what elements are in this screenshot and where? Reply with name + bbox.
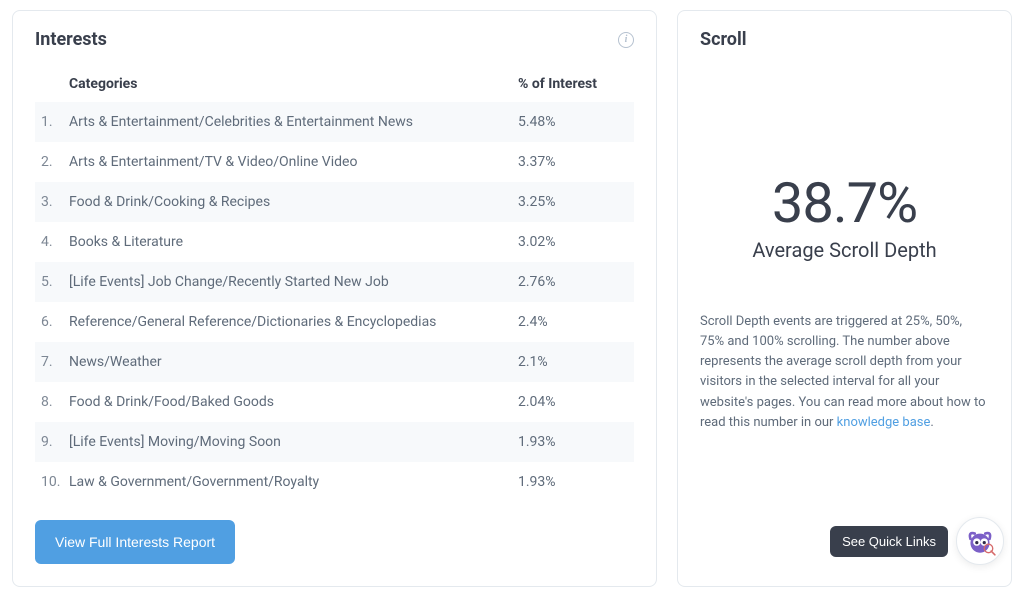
table-row: 3.Food & Drink/Cooking & Recipes3.25% bbox=[35, 182, 634, 222]
table-row: 1.Arts & Entertainment/Celebrities & Ent… bbox=[35, 102, 634, 142]
floating-controls: See Quick Links bbox=[830, 517, 1004, 565]
row-rank: 9. bbox=[41, 434, 69, 450]
see-quick-links-button[interactable]: See Quick Links bbox=[830, 526, 948, 557]
interests-table-body: 1.Arts & Entertainment/Celebrities & Ent… bbox=[35, 102, 634, 502]
interests-table-header: Categories % of Interest bbox=[35, 68, 634, 102]
table-row: 6.Reference/General Reference/Dictionari… bbox=[35, 302, 634, 342]
scroll-metric: 38.7% Average Scroll Depth bbox=[700, 170, 989, 262]
row-pct: 1.93% bbox=[518, 474, 628, 490]
table-row: 8.Food & Drink/Food/Baked Goods2.04% bbox=[35, 382, 634, 422]
mascot-icon bbox=[963, 524, 997, 558]
row-pct: 3.02% bbox=[518, 234, 628, 250]
info-icon[interactable]: i bbox=[618, 32, 634, 48]
row-pct: 2.1% bbox=[518, 354, 628, 370]
knowledge-base-link[interactable]: knowledge base bbox=[837, 415, 931, 430]
scroll-value: 38.7% bbox=[700, 170, 989, 236]
scroll-title: Scroll bbox=[700, 29, 746, 50]
table-row: 9.[Life Events] Moving/Moving Soon1.93% bbox=[35, 422, 634, 462]
row-rank: 10. bbox=[41, 474, 69, 490]
row-category: Food & Drink/Cooking & Recipes bbox=[69, 194, 518, 210]
view-full-report-button[interactable]: View Full Interests Report bbox=[35, 520, 235, 564]
row-pct: 1.93% bbox=[518, 434, 628, 450]
interests-header: Interests i bbox=[35, 29, 634, 50]
row-rank: 7. bbox=[41, 354, 69, 370]
interests-title: Interests bbox=[35, 29, 107, 50]
row-rank: 8. bbox=[41, 394, 69, 410]
row-rank: 1. bbox=[41, 114, 69, 130]
row-rank: 2. bbox=[41, 154, 69, 170]
row-category: Books & Literature bbox=[69, 234, 518, 250]
row-category: [Life Events] Moving/Moving Soon bbox=[69, 434, 518, 450]
row-category: Law & Government/Government/Royalty bbox=[69, 474, 518, 490]
col-header-pct: % of Interest bbox=[518, 76, 628, 92]
table-row: 10.Law & Government/Government/Royalty1.… bbox=[35, 462, 634, 502]
row-category: Reference/General Reference/Dictionaries… bbox=[69, 314, 518, 330]
row-pct: 5.48% bbox=[518, 114, 628, 130]
mascot-launcher[interactable] bbox=[956, 517, 1004, 565]
row-pct: 2.04% bbox=[518, 394, 628, 410]
row-pct: 3.37% bbox=[518, 154, 628, 170]
row-rank: 4. bbox=[41, 234, 69, 250]
row-pct: 3.25% bbox=[518, 194, 628, 210]
scroll-label: Average Scroll Depth bbox=[700, 238, 989, 262]
table-row: 2.Arts & Entertainment/TV & Video/Online… bbox=[35, 142, 634, 182]
interests-card: Interests i Categories % of Interest 1.A… bbox=[12, 10, 657, 587]
row-pct: 2.4% bbox=[518, 314, 628, 330]
row-category: [Life Events] Job Change/Recently Starte… bbox=[69, 274, 518, 290]
table-row: 7.News/Weather2.1% bbox=[35, 342, 634, 382]
table-row: 4.Books & Literature3.02% bbox=[35, 222, 634, 262]
scroll-desc-pre: Scroll Depth events are triggered at 25%… bbox=[700, 314, 986, 430]
scroll-card: Scroll 38.7% Average Scroll Depth Scroll… bbox=[677, 10, 1012, 587]
row-category: Food & Drink/Food/Baked Goods bbox=[69, 394, 518, 410]
table-row: 5.[Life Events] Job Change/Recently Star… bbox=[35, 262, 634, 302]
row-category: Arts & Entertainment/TV & Video/Online V… bbox=[69, 154, 518, 170]
row-rank: 6. bbox=[41, 314, 69, 330]
row-category: Arts & Entertainment/Celebrities & Enter… bbox=[69, 114, 518, 130]
row-rank: 3. bbox=[41, 194, 69, 210]
scroll-desc-post: . bbox=[930, 415, 933, 430]
row-pct: 2.76% bbox=[518, 274, 628, 290]
scroll-header: Scroll bbox=[700, 29, 989, 50]
row-category: News/Weather bbox=[69, 354, 518, 370]
col-header-categories: Categories bbox=[69, 76, 518, 92]
row-rank: 5. bbox=[41, 274, 69, 290]
scroll-description: Scroll Depth events are triggered at 25%… bbox=[700, 312, 989, 433]
